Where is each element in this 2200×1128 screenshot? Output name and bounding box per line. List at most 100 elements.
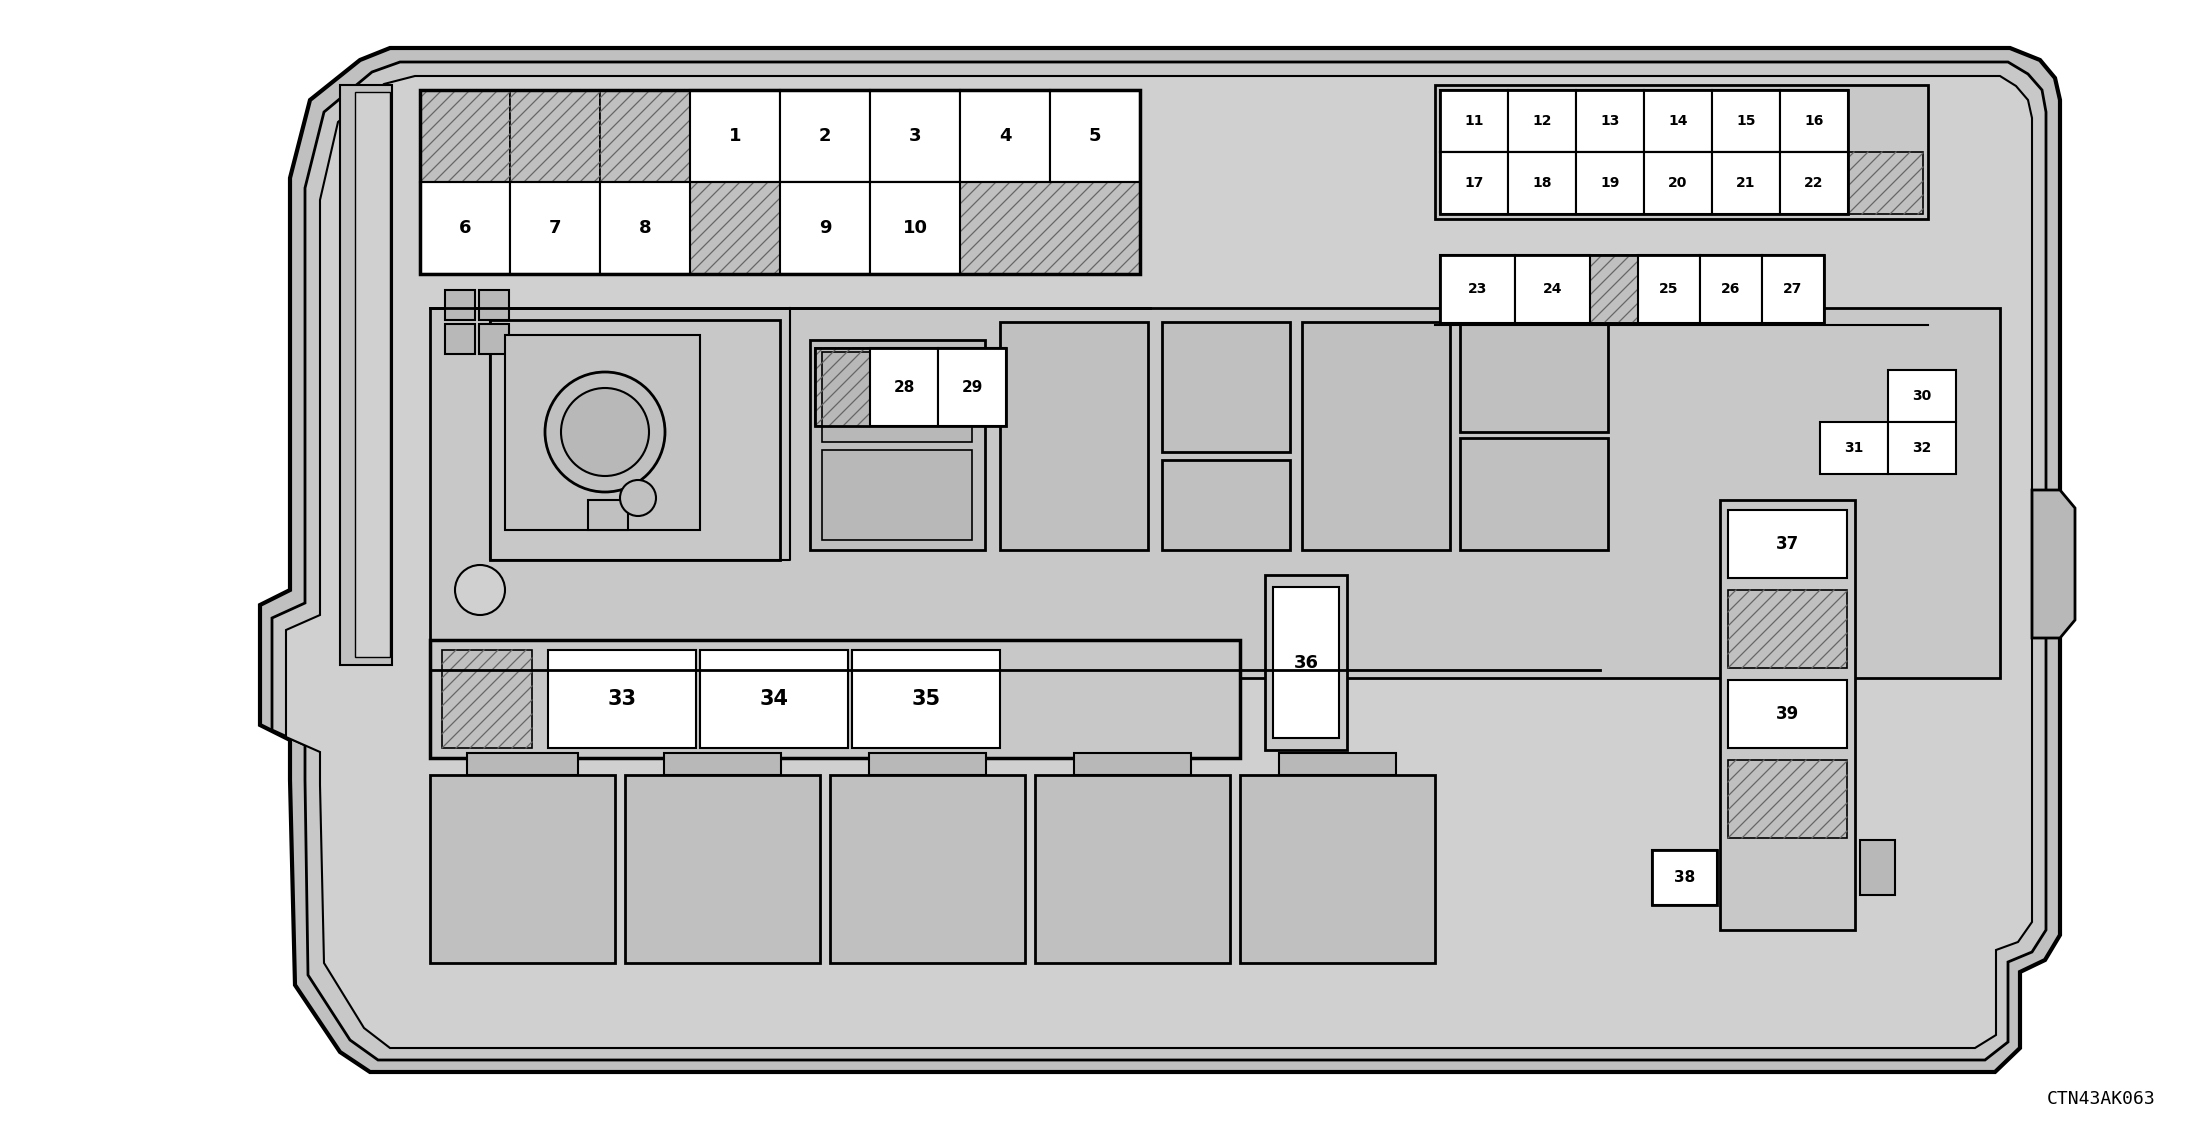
Bar — [1441, 255, 1516, 323]
Text: 16: 16 — [1804, 114, 1824, 127]
Bar — [937, 349, 1005, 426]
Text: 32: 32 — [1912, 441, 1932, 455]
Polygon shape — [260, 49, 2059, 1072]
Bar — [1819, 422, 1888, 474]
Text: 29: 29 — [961, 379, 983, 395]
Text: 1: 1 — [728, 127, 741, 146]
Bar — [664, 754, 781, 775]
Bar — [1727, 590, 1848, 668]
Text: 27: 27 — [1784, 282, 1802, 296]
Text: 31: 31 — [1844, 441, 1863, 455]
Bar — [1302, 321, 1450, 550]
Text: 20: 20 — [1668, 176, 1687, 190]
Bar — [781, 90, 869, 182]
Text: 15: 15 — [1736, 114, 1756, 127]
Circle shape — [455, 565, 506, 615]
Text: 7: 7 — [548, 219, 561, 237]
Text: 9: 9 — [818, 219, 832, 237]
Bar — [1639, 255, 1701, 323]
Text: 38: 38 — [1674, 870, 1696, 885]
Text: 17: 17 — [1465, 176, 1483, 190]
Bar — [429, 308, 2000, 678]
Text: 24: 24 — [1542, 282, 1562, 296]
Bar — [480, 324, 508, 354]
Bar — [1575, 152, 1643, 214]
Bar — [466, 754, 579, 775]
Bar — [1643, 152, 1712, 214]
Bar — [1652, 851, 1716, 905]
Bar — [851, 650, 1001, 748]
Text: 19: 19 — [1599, 176, 1619, 190]
Bar — [601, 90, 691, 182]
Bar — [1507, 90, 1575, 152]
Bar — [823, 450, 972, 540]
Bar — [429, 640, 1241, 758]
Bar — [1441, 90, 1848, 214]
Bar — [341, 85, 392, 666]
Bar — [601, 182, 691, 274]
Bar — [869, 90, 959, 182]
Bar — [1441, 152, 1507, 214]
Bar — [444, 324, 475, 354]
Bar — [587, 500, 627, 530]
Bar — [1780, 90, 1848, 152]
Bar — [420, 90, 510, 182]
Text: 12: 12 — [1531, 114, 1551, 127]
Bar — [1278, 754, 1397, 775]
Text: 2: 2 — [818, 127, 832, 146]
Text: 35: 35 — [911, 689, 942, 710]
Bar — [420, 182, 510, 274]
Polygon shape — [2033, 490, 2075, 638]
Bar — [491, 320, 781, 559]
Bar — [1162, 460, 1289, 550]
Bar — [700, 650, 847, 748]
Text: 13: 13 — [1599, 114, 1619, 127]
Bar — [959, 182, 1140, 274]
Bar — [1727, 760, 1848, 838]
Bar — [1701, 255, 1762, 323]
Bar — [429, 775, 616, 963]
Bar — [1727, 680, 1848, 748]
Text: 23: 23 — [1467, 282, 1487, 296]
Bar — [869, 754, 986, 775]
Bar — [506, 335, 700, 530]
Bar — [1652, 851, 1716, 905]
Circle shape — [620, 481, 656, 515]
Bar — [510, 90, 601, 182]
Bar — [1712, 90, 1780, 152]
Bar — [829, 775, 1025, 963]
Circle shape — [561, 388, 649, 476]
Bar — [1034, 775, 1230, 963]
Polygon shape — [286, 76, 2033, 1048]
Bar — [869, 182, 959, 274]
Bar — [1888, 370, 1956, 422]
Text: 8: 8 — [638, 219, 651, 237]
Bar — [869, 349, 937, 426]
Bar — [1461, 438, 1608, 550]
Bar — [1507, 152, 1575, 214]
Bar — [1049, 90, 1140, 182]
Circle shape — [451, 165, 510, 224]
Bar — [1241, 775, 1434, 963]
Bar — [548, 650, 695, 748]
Bar — [1888, 422, 1956, 474]
Text: 33: 33 — [607, 689, 636, 710]
Bar — [1434, 85, 1927, 219]
Bar — [1848, 152, 1923, 214]
Bar — [354, 92, 389, 656]
Bar — [814, 349, 1005, 426]
Text: 28: 28 — [893, 379, 915, 395]
Circle shape — [546, 372, 664, 492]
Bar — [1727, 510, 1848, 578]
Text: 21: 21 — [1736, 176, 1756, 190]
Bar — [823, 352, 972, 442]
Bar — [442, 650, 532, 748]
Bar — [1074, 754, 1190, 775]
Text: 30: 30 — [1912, 389, 1932, 403]
Bar — [810, 340, 986, 550]
Bar — [1265, 575, 1346, 750]
Text: 6: 6 — [460, 219, 471, 237]
Text: 3: 3 — [909, 127, 922, 146]
Bar — [1274, 587, 1340, 738]
Bar — [1591, 255, 1639, 323]
